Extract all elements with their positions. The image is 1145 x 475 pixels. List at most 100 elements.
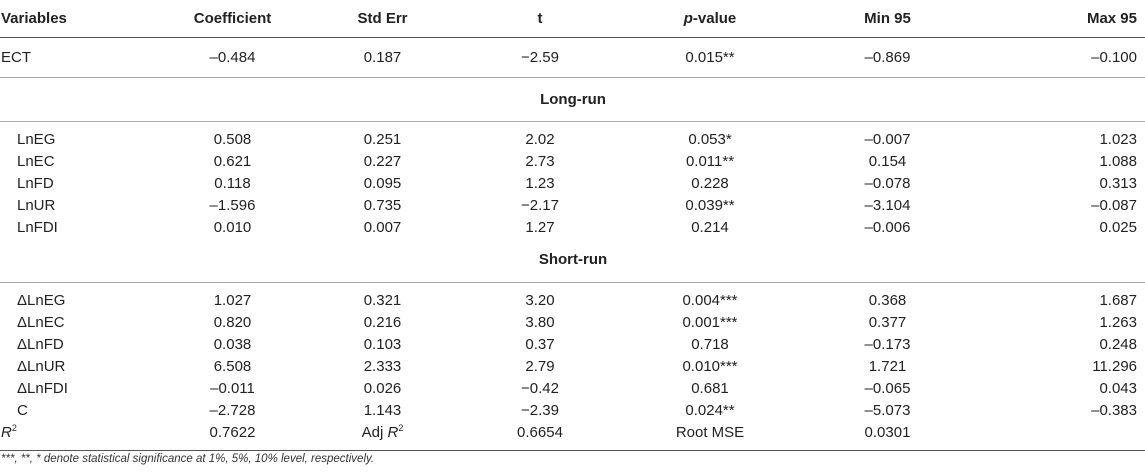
cell-p-value: 0.039** bbox=[685, 196, 735, 214]
cell-max95: 1.687 bbox=[1099, 291, 1137, 309]
table-row: C –2.728 1.143 −2.39 0.024** –5.073 –0.3… bbox=[0, 399, 1145, 421]
cell-min95: –5.073 bbox=[864, 401, 911, 419]
cell-p-value: 0.015** bbox=[620, 37, 800, 78]
row-label: ΔLnEG bbox=[17, 291, 66, 309]
cell-t: −0.42 bbox=[521, 379, 559, 397]
cell-std-err: 2.333 bbox=[363, 357, 402, 375]
header-t: t bbox=[460, 0, 620, 38]
cell-std-err: 0.095 bbox=[363, 174, 402, 192]
table-row: ΔLnUR 6.508 2.333 2.79 0.010*** 1.721 11… bbox=[0, 355, 1145, 377]
row-label: LnUR bbox=[17, 196, 56, 214]
adj-prefix: Adj bbox=[361, 423, 388, 441]
root-mse-label: Root MSE bbox=[675, 423, 745, 441]
adj-r-exp: 2 bbox=[398, 422, 404, 433]
cell-min95: –0.173 bbox=[864, 335, 911, 353]
row-label: LnFD bbox=[17, 174, 54, 192]
cell-max95: 0.313 bbox=[1099, 174, 1137, 192]
cell-p-value: 0.024** bbox=[685, 401, 735, 419]
cell-p-value: 0.053* bbox=[688, 130, 732, 148]
cell-coefficient: 0.038 bbox=[213, 335, 252, 353]
cell-min95: 0.368 bbox=[868, 291, 907, 309]
cell-min95: –3.104 bbox=[864, 196, 911, 214]
cell-max95: 1.263 bbox=[1099, 313, 1137, 331]
cell-std-err: 0.216 bbox=[363, 313, 402, 331]
table-row: LnFDI 0.010 0.007 1.27 0.214 –0.006 0.02… bbox=[0, 216, 1145, 238]
cell-max95: 1.023 bbox=[1099, 130, 1137, 148]
cell-t: 2.02 bbox=[525, 130, 555, 148]
cell-std-err: 0.026 bbox=[363, 379, 402, 397]
cell-max95: 0.025 bbox=[1099, 218, 1137, 236]
cell-min95: –0.065 bbox=[864, 379, 911, 397]
cell-t: 0.37 bbox=[525, 335, 555, 353]
header-coefficient: Coefficient bbox=[160, 0, 305, 38]
cell-min95: –0.007 bbox=[864, 130, 911, 148]
table-row: ΔLnEC 0.820 0.216 3.80 0.001*** 0.377 1.… bbox=[0, 311, 1145, 333]
fit-stats-row: R2 0.7622 Adj R2 0.6654 Root MSE 0.0301 bbox=[0, 421, 1145, 443]
cell-coefficient: 6.508 bbox=[213, 357, 252, 375]
cell-coefficient: –0.011 bbox=[210, 379, 255, 397]
cell-std-err: 0.103 bbox=[363, 335, 402, 353]
cell-max95: 11.296 bbox=[1092, 357, 1137, 375]
cell-coefficient: –1.596 bbox=[209, 196, 256, 214]
cell-std-err: 0.007 bbox=[363, 218, 402, 236]
r-squared-value: 0.7622 bbox=[209, 423, 256, 441]
table-row: LnEG 0.508 0.251 2.02 0.053* –0.007 1.02… bbox=[0, 128, 1145, 150]
section-long-run: Long-run bbox=[0, 77, 1145, 122]
cell-std-err: 1.143 bbox=[363, 401, 402, 419]
row-label: ΔLnFD bbox=[17, 335, 64, 353]
table-row: LnFD 0.118 0.095 1.23 0.228 –0.078 0.313 bbox=[0, 172, 1145, 194]
cell-coefficient: –0.484 bbox=[160, 37, 305, 78]
table-row: ΔLnFDI –0.011 0.026 −0.42 0.681 –0.065 0… bbox=[0, 377, 1145, 399]
cell-max95: –0.087 bbox=[1091, 196, 1137, 214]
cell-coefficient: 0.118 bbox=[214, 174, 251, 192]
header-min95: Min 95 bbox=[800, 0, 975, 38]
adj-r-base: R bbox=[387, 423, 399, 441]
cell-t: 1.23 bbox=[525, 174, 555, 192]
row-label: LnEC bbox=[17, 152, 55, 170]
header-p-italic: p bbox=[683, 9, 693, 27]
cell-min95: –0.078 bbox=[864, 174, 911, 192]
cell-coefficient: 0.010 bbox=[213, 218, 252, 236]
cell-std-err: 0.251 bbox=[363, 130, 402, 148]
header-row: Variables Coefficient Std Err t p-value … bbox=[0, 0, 1145, 38]
cell-coefficient: 0.621 bbox=[213, 152, 252, 170]
significance-note: ***, **, * denote statistical significan… bbox=[1, 453, 375, 465]
cell-t: 3.80 bbox=[525, 313, 555, 331]
row-label: ΔLnFDI bbox=[17, 379, 68, 397]
header-max95: Max 95 bbox=[975, 0, 1145, 38]
cell-coefficient: 0.820 bbox=[213, 313, 252, 331]
cell-t: 1.27 bbox=[525, 218, 555, 236]
r-squared-base: R bbox=[1, 423, 12, 441]
cell-max95: 0.043 bbox=[1099, 379, 1137, 397]
cell-max95: –0.100 bbox=[975, 37, 1145, 78]
row-label: ECT bbox=[0, 37, 160, 78]
cell-min95: 1.721 bbox=[868, 357, 907, 375]
cell-p-value: 0.228 bbox=[691, 174, 729, 192]
cell-t: 2.79 bbox=[525, 357, 555, 375]
table-row: LnUR –1.596 0.735 −2.17 0.039** –3.104 –… bbox=[0, 194, 1145, 216]
r-squared-label: R2 bbox=[0, 421, 160, 443]
row-label: LnFDI bbox=[17, 218, 58, 236]
cell-p-value: 0.214 bbox=[691, 218, 729, 236]
cell-coefficient: –2.728 bbox=[209, 401, 256, 419]
cell-t: −2.59 bbox=[460, 37, 620, 78]
cell-max95: 1.088 bbox=[1099, 152, 1137, 170]
header-p-value: p-value bbox=[620, 0, 800, 38]
cell-p-value: 0.010*** bbox=[682, 357, 738, 375]
cell-max95: –0.383 bbox=[1091, 401, 1137, 419]
section-short-run: Short-run bbox=[0, 238, 1145, 283]
cell-t: −2.39 bbox=[521, 401, 559, 419]
cell-coefficient: 0.508 bbox=[213, 130, 252, 148]
cell-min95: 0.377 bbox=[868, 313, 907, 331]
row-label: C bbox=[17, 401, 28, 419]
header-p-suffix: -value bbox=[692, 9, 737, 27]
row-label: ΔLnUR bbox=[17, 357, 66, 375]
cell-t: −2.17 bbox=[521, 196, 559, 214]
results-table: Variables Coefficient Std Err t p-value … bbox=[0, 0, 1145, 451]
table-row: LnEC 0.621 0.227 2.73 0.011** 0.154 1.08… bbox=[0, 150, 1145, 172]
cell-min95: 0.154 bbox=[868, 152, 907, 170]
table-row: ΔLnEG 1.027 0.321 3.20 0.004*** 0.368 1.… bbox=[0, 289, 1145, 311]
cell-std-err: 0.187 bbox=[305, 37, 460, 78]
cell-coefficient: 1.027 bbox=[213, 291, 252, 309]
row-label: ΔLnEC bbox=[17, 313, 65, 331]
